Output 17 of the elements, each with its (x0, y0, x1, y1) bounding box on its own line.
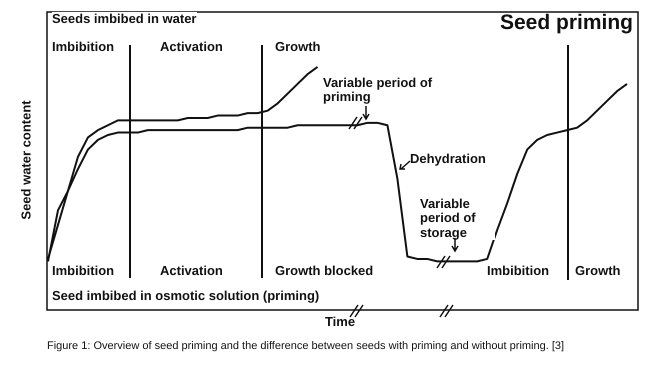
chart-title: Seed priming (500, 11, 633, 35)
text: Imbibition (52, 39, 114, 54)
annotation: Dehydration (410, 151, 486, 166)
text: Activation (160, 39, 223, 54)
text: Seeds imbibed in water (52, 11, 196, 26)
annotation: Variable period of storage (420, 196, 495, 240)
y-axis-title: Seed water content (18, 100, 34, 220)
annotation: Imbibition (487, 263, 550, 278)
annotation: Growth blocked (275, 263, 374, 278)
annotation: Variable period of priming (323, 75, 435, 105)
text: Growth (275, 39, 320, 54)
x-axis-title: Time (324, 314, 356, 329)
caption: Figure 1: Overview of seed priming and the difference between seeds with priming and without priming. [3] (47, 340, 566, 352)
annotation: Seed imbibed in osmotic solution (priming) (52, 288, 320, 304)
annotation: Activation (160, 263, 223, 278)
annotation: Imbibition (52, 263, 114, 278)
annotation: Growth (575, 263, 620, 278)
